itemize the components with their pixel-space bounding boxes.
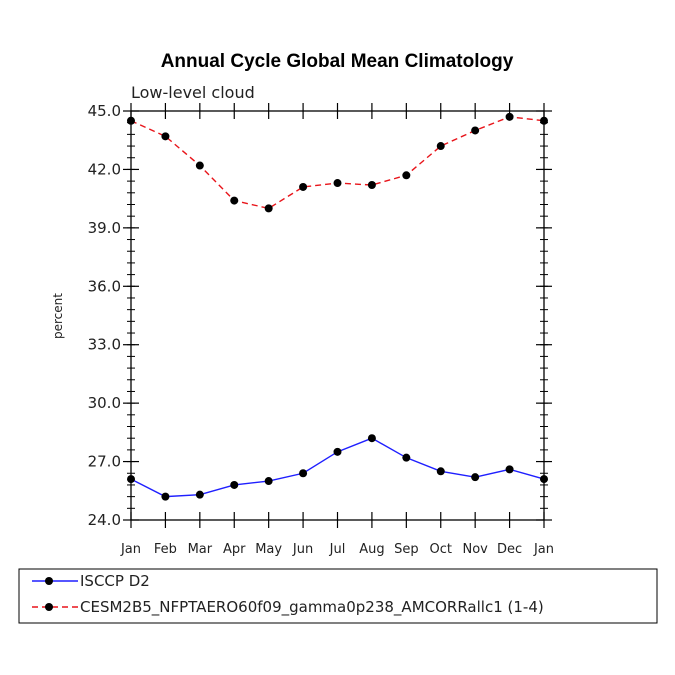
x-tick-label: May <box>255 542 282 557</box>
data-point <box>195 161 204 170</box>
y-tick-label: 36.0 <box>88 277 121 295</box>
data-point <box>230 196 239 205</box>
series-layer <box>127 112 548 501</box>
legend-label: CESM2B5_NFPTAERO60f09_gamma0p238_AMCORRa… <box>80 598 544 617</box>
y-axis-label: percent <box>51 293 65 339</box>
data-point <box>299 469 308 478</box>
x-tick-label: Apr <box>223 542 246 557</box>
x-axis: Jan Feb Mar Apr May Jun Jul Aug Sep Oct Nov Dec Jan <box>120 103 554 557</box>
data-point <box>161 492 170 501</box>
data-point <box>333 179 342 188</box>
legend-marker <box>45 603 53 611</box>
x-tick-label: Oct <box>430 542 452 557</box>
minor-ticks <box>127 110 548 521</box>
x-tick-label: Dec <box>497 542 522 557</box>
data-point <box>402 171 411 180</box>
y-tick-label: 42.0 <box>88 160 121 178</box>
data-point <box>161 132 170 141</box>
data-point <box>471 473 480 482</box>
y-tick-label: 30.0 <box>88 394 121 412</box>
chart-subtitle: Low-level cloud <box>131 83 255 102</box>
data-point <box>436 142 445 151</box>
x-tick-label: Aug <box>359 542 384 557</box>
data-point <box>230 480 239 489</box>
y-tick-label: 33.0 <box>88 336 121 354</box>
y-tick-label: 39.0 <box>88 219 121 237</box>
x-tick-label: Jan <box>533 542 554 557</box>
y-axis: 24.0 27.0 30.0 33.0 36.0 39.0 42.0 45.0 <box>88 102 552 529</box>
legend-marker <box>45 577 53 585</box>
x-tick-label: Mar <box>188 542 213 557</box>
data-point <box>127 116 135 125</box>
data-point <box>540 116 548 125</box>
legend: ISCCP D2 CESM2B5_NFPTAERO60f09_gamma0p238… <box>18 568 658 624</box>
legend-box <box>18 568 658 624</box>
data-point <box>264 477 273 486</box>
x-tick-label: Sep <box>394 542 419 557</box>
legend-label: ISCCP D2 <box>80 572 150 590</box>
x-tick-label: Jul <box>329 542 346 557</box>
plot-frame <box>130 110 545 521</box>
data-point <box>540 475 548 484</box>
legend-entries: ISCCP D2 CESM2B5_NFPTAERO60f09_gamma0p238… <box>32 572 544 617</box>
data-point <box>299 182 308 191</box>
data-point <box>505 112 514 121</box>
data-point <box>436 467 445 476</box>
data-point <box>402 453 411 462</box>
data-point <box>264 204 273 213</box>
data-point <box>505 465 514 474</box>
x-tick-label: Jan <box>120 542 141 557</box>
series-line-2 <box>130 116 545 210</box>
data-point <box>195 490 204 499</box>
data-point <box>471 126 480 135</box>
x-tick-label: Feb <box>154 542 177 557</box>
series-line-1 <box>130 437 545 498</box>
x-tick-label: Nov <box>462 542 488 557</box>
y-tick-label: 45.0 <box>88 102 121 120</box>
data-point <box>367 181 376 190</box>
y-tick-label: 24.0 <box>88 511 121 529</box>
y-tick-label: 27.0 <box>88 453 121 471</box>
data-point <box>333 447 342 456</box>
chart-title: Annual Cycle Global Mean Climatology <box>161 51 514 72</box>
data-point <box>127 475 135 484</box>
data-point <box>367 434 376 443</box>
x-tick-label: Jun <box>292 542 313 557</box>
